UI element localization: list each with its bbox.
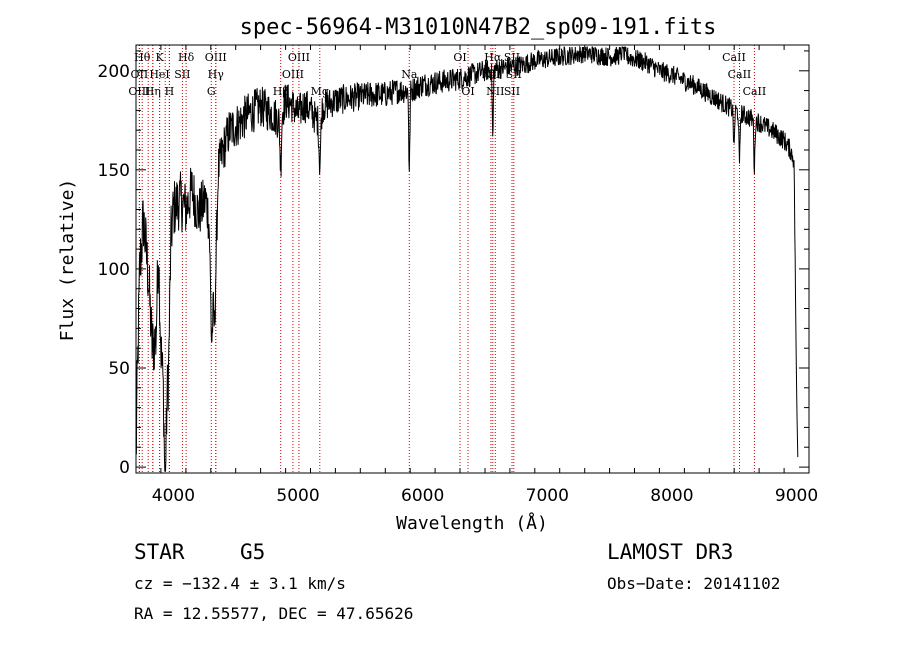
line-marker-label: OIII — [128, 85, 150, 98]
line-marker-label: SII — [504, 85, 520, 98]
line-marker-label: OI — [461, 85, 474, 98]
object-subclass: G5 — [240, 540, 266, 564]
line-marker-label: OIII — [288, 51, 310, 64]
x-tick-label: 7000 — [526, 486, 569, 506]
line-marker-label: NII — [486, 85, 504, 98]
chart-title: spec-56964-M31010N47B2_sp09-191.fits — [240, 15, 717, 40]
line-marker-label: Hθ — [134, 51, 151, 64]
line-marker-label: CaII — [722, 51, 746, 64]
x-tick-label: 8000 — [650, 486, 693, 506]
line-marker-label: OI — [453, 51, 466, 64]
y-axis: 0 50 100 150 200 — [98, 50, 809, 478]
x-tick-label: 5000 — [276, 486, 319, 506]
coordinates-readout: RA = 12.55577, DEC = 47.65626 — [134, 604, 414, 623]
x-tick-label: 4000 — [152, 486, 195, 506]
line-marker-label: SII — [174, 68, 190, 81]
line-marker-label: CaII — [743, 85, 767, 98]
line-marker-label: Na — [401, 68, 418, 81]
line-marker-label: OIII — [282, 68, 304, 81]
line-marker-label: G — [207, 85, 216, 98]
object-class: STAR — [134, 540, 185, 564]
line-markers: HθKHδOIIIOIIIOIHαSIICaIIOIIHeISIIHγOIIIN… — [128, 45, 766, 473]
survey-name: LAMOST DR3 — [607, 540, 734, 564]
line-marker-label: HeI — [149, 68, 169, 81]
plot-frame — [135, 44, 810, 474]
line-marker-label: CaII — [728, 68, 752, 81]
line-marker-label: Hδ — [178, 51, 195, 64]
y-tick-label: 0 — [119, 458, 130, 478]
y-tick-label: 200 — [98, 62, 130, 82]
spectrum-line — [135, 45, 799, 472]
obs-date: Obs−Date: 20141102 — [607, 574, 781, 593]
line-marker-label: Hη — [145, 85, 161, 98]
y-axis-label: Flux (relative) — [57, 179, 78, 342]
x-axis: 4000 5000 6000 7000 8000 9000 — [135, 45, 818, 506]
line-marker-label: Hγ — [208, 68, 225, 81]
y-tick-label: 100 — [98, 260, 130, 280]
line-marker-label: Mg — [311, 85, 329, 98]
redshift-readout: cz = −132.4 ± 3.1 km/s — [134, 574, 346, 593]
line-marker-label: H — [165, 85, 175, 98]
line-marker-label: Hβ — [273, 85, 289, 98]
x-tick-label: 6000 — [401, 486, 444, 506]
line-marker-label: Hα — [484, 51, 502, 64]
y-tick-label: 150 — [98, 161, 130, 181]
x-axis-label: Wavelength (Å) — [396, 512, 548, 534]
y-tick-label: 50 — [108, 359, 130, 379]
x-tick-label: 9000 — [775, 486, 818, 506]
